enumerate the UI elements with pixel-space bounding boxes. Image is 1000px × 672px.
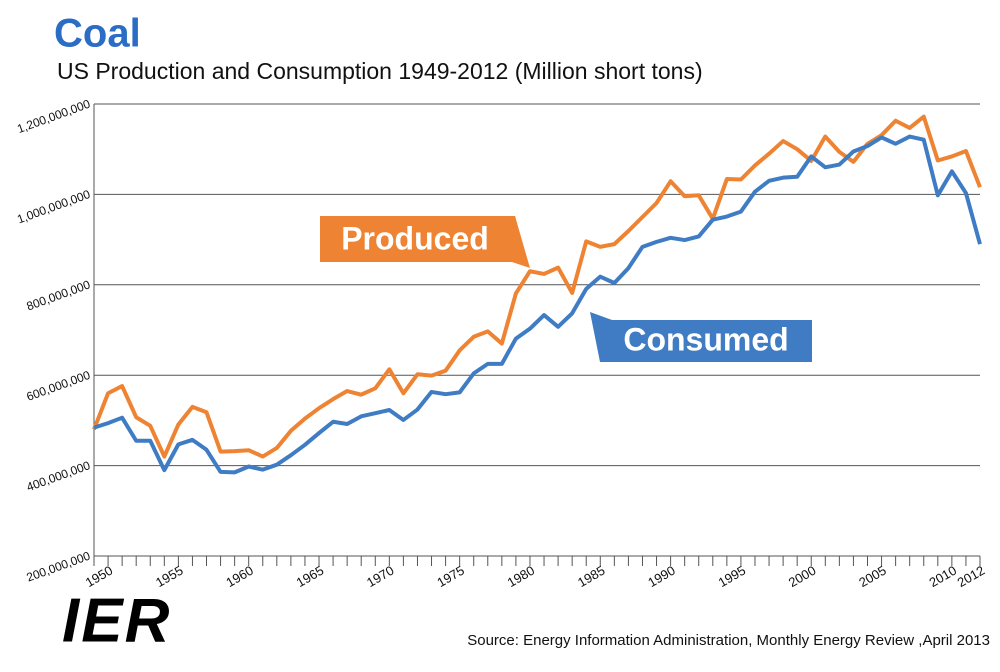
annotation: Consumed — [623, 321, 788, 357]
x-tick-label: 1995 — [716, 563, 749, 590]
x-tick-label: 2012 — [955, 563, 988, 590]
y-tick-label: 400,000,000 — [25, 458, 93, 494]
x-tick-label: 1980 — [505, 563, 538, 590]
y-tick-label: 600,000,000 — [25, 368, 93, 404]
plot-area: 200,000,000 400,000,000 600,000,000 800,000… — [15, 97, 987, 591]
annotation-arrow — [512, 216, 530, 268]
chart-subtitle: US Production and Consumption 1949-2012 … — [57, 58, 703, 84]
x-tick-label: 1960 — [223, 563, 256, 590]
x-tick-label: 1990 — [645, 563, 678, 590]
x-tick-label: 1970 — [364, 563, 397, 590]
y-tick-label: 1,000,000,000 — [15, 187, 92, 227]
logo: IER — [62, 586, 171, 655]
x-tick-label: 2000 — [786, 563, 819, 590]
y-tick-label: 800,000,000 — [25, 277, 93, 313]
annotation: Produced — [341, 220, 489, 256]
y-tick-label: 200,000,000 — [25, 549, 93, 585]
x-tick-label: 1975 — [434, 563, 467, 590]
chart-title: Coal — [54, 12, 141, 56]
annotation-box — [598, 320, 812, 362]
x-tick-label: 1985 — [575, 563, 608, 590]
annotation-arrow — [590, 312, 612, 362]
y-tick-label: 1,200,000,000 — [15, 97, 92, 137]
annotation-box — [320, 216, 527, 262]
data-line — [93, 134, 982, 475]
x-tick-label: 1965 — [294, 563, 327, 590]
data-line — [92, 114, 982, 459]
source: Source: Energy Information Administratio… — [467, 632, 990, 649]
x-tick-label: 2005 — [856, 563, 889, 590]
